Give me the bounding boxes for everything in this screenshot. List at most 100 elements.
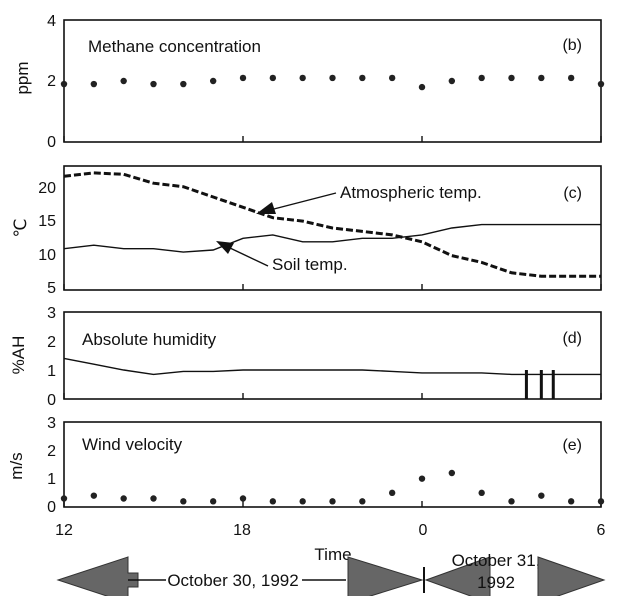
humidity-spike [524, 370, 528, 399]
humidity-series [63, 357, 602, 399]
mid-arrowhead-right [347, 556, 424, 596]
ytick-e-1: 1 [47, 471, 56, 488]
arrow-atmospheric [256, 192, 337, 214]
data-point [329, 498, 336, 505]
data-point [239, 495, 247, 502]
data-point [90, 80, 98, 88]
ytick-c-10: 10 [38, 247, 56, 264]
atmospheric-temp--line [63, 171, 601, 278]
ytick-d-1: 1 [47, 363, 56, 380]
right-arrowhead [537, 556, 606, 596]
data-point [90, 492, 98, 499]
data-point [150, 495, 157, 502]
annotation-e: Wind velocity [82, 435, 183, 454]
data-point [359, 498, 366, 505]
data-point [597, 498, 605, 505]
panel-wind: m/s Wind velocity (e) 3 2 1 0 [7, 415, 605, 516]
methane-series [60, 74, 605, 142]
xtick-0: 0 [419, 522, 428, 539]
data-point [538, 74, 545, 82]
soil-temp-label: Soil temp. [272, 255, 348, 274]
ytick-e-0: 0 [47, 499, 56, 516]
data-point [269, 74, 277, 82]
data-point [567, 498, 575, 505]
atmospheric-temp-label: Atmospheric temp. [340, 183, 482, 202]
plot-frame-d [63, 311, 602, 400]
ytick-c-5: 5 [47, 280, 56, 297]
data-point [120, 77, 127, 85]
data-point [448, 469, 456, 477]
plot-frame-e [63, 421, 602, 508]
data-point [299, 498, 306, 505]
temperature-series [63, 171, 602, 290]
annotation-b: Methane concentration [88, 37, 261, 56]
panel-methane: ppm Methane concentration (b) 4 2 0 [13, 13, 605, 151]
date-right-line2: 1992 [477, 573, 515, 592]
data-point [180, 80, 187, 88]
ytick-c-15: 15 [38, 213, 56, 230]
xtick-12: 12 [55, 522, 73, 539]
data-point [567, 74, 575, 82]
data-point [359, 74, 366, 82]
arrow-soil [216, 241, 269, 267]
data-point [388, 74, 396, 82]
xtick-18: 18 [233, 522, 251, 539]
data-point [150, 80, 157, 88]
xtick-6: 6 [597, 522, 606, 539]
ytick-b-4: 4 [47, 13, 56, 30]
panel-label-b: (b) [562, 37, 582, 54]
wind-series [60, 469, 605, 507]
ytick-b-2: 2 [47, 73, 56, 90]
ytick-e-3: 3 [47, 415, 56, 432]
date-right-line1: October 31, [452, 551, 541, 570]
x-axis-title: Time [314, 545, 351, 564]
panel-temperature: ℃ (c) 20 15 10 5 Atmospheric temp. Soil … [11, 165, 602, 297]
left-arrowhead [56, 556, 139, 596]
ytick-e-2: 2 [47, 443, 56, 460]
humidity-spike [551, 370, 555, 399]
data-point [329, 74, 336, 82]
data-point [448, 77, 456, 85]
ylabel-b: ppm [13, 61, 32, 94]
data-point [60, 80, 68, 88]
data-point [508, 74, 515, 82]
data-point [418, 83, 426, 91]
date-left: October 30, 1992 [167, 571, 298, 590]
data-point [538, 492, 545, 499]
data-point [478, 74, 485, 82]
data-point [508, 498, 515, 505]
ylabel-c: ℃ [11, 218, 30, 237]
x-axis: 12 18 0 6 Time [55, 522, 605, 564]
panel-humidity: %AH Absolute humidity (d) 3 2 1 0 [9, 305, 602, 409]
soil-temp--line [63, 223, 601, 253]
data-point [209, 77, 217, 85]
data-point [478, 489, 485, 497]
ytick-b-0: 0 [47, 134, 56, 151]
ylabel-e: m/s [7, 452, 26, 479]
data-point [388, 489, 396, 497]
data-point [209, 498, 217, 505]
data-point [269, 498, 277, 505]
plot-frame-c [63, 165, 602, 291]
data-point [239, 74, 247, 82]
data-point [180, 498, 187, 505]
humidity-spike [539, 370, 543, 399]
panel-label-d: (d) [562, 330, 582, 347]
ytick-d-2: 2 [47, 334, 56, 351]
ytick-d-3: 3 [47, 305, 56, 322]
ytick-d-0: 0 [47, 392, 56, 409]
data-point [60, 495, 68, 502]
ylabel-d: %AH [9, 336, 28, 375]
panel-label-e: (e) [562, 437, 582, 454]
ytick-c-20: 20 [38, 180, 56, 197]
mid-arrowhead-left [424, 556, 491, 596]
date-span: October 30, 1992 October 31, 1992 [56, 551, 606, 596]
series-line [63, 357, 601, 376]
annotation-d: Absolute humidity [82, 330, 217, 349]
panel-label-c: (c) [563, 185, 582, 202]
data-point [299, 74, 306, 82]
data-point [120, 495, 127, 502]
data-point [597, 80, 605, 88]
data-point [418, 475, 426, 482]
